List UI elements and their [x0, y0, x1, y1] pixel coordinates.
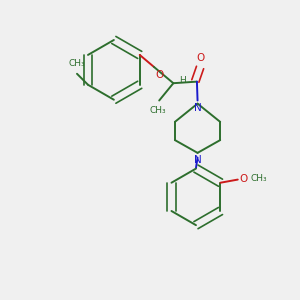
Text: O: O: [196, 53, 205, 63]
Text: H: H: [179, 76, 186, 85]
Text: O: O: [155, 70, 164, 80]
Text: CH₃: CH₃: [250, 174, 267, 183]
Text: O: O: [240, 174, 248, 184]
Text: CH₃: CH₃: [68, 59, 85, 68]
Text: CH₃: CH₃: [149, 106, 166, 115]
Text: N: N: [194, 155, 201, 165]
Text: N: N: [194, 103, 201, 113]
